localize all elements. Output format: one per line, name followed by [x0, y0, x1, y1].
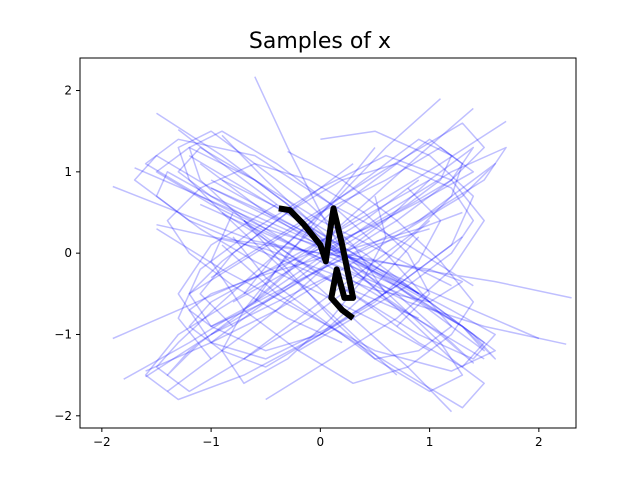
- sample-line-4: [144, 120, 507, 401]
- x-tick-label: −2: [93, 435, 111, 449]
- sample-line-31: [177, 130, 398, 376]
- y-tick-label: −2: [54, 409, 72, 423]
- sample-line-22: [199, 187, 485, 352]
- sample-line-2: [221, 76, 485, 409]
- sample-line-17: [221, 147, 387, 385]
- sample-line-8: [145, 122, 485, 378]
- x-tick-label: 1: [426, 435, 434, 449]
- sample-line-34: [199, 162, 475, 352]
- sample-line-33: [188, 179, 430, 368]
- sample-line-30: [243, 138, 464, 360]
- sample-line-28: [156, 223, 464, 303]
- sample-line-13: [166, 107, 474, 376]
- sample-line-27: [188, 163, 442, 352]
- x-tick-label: 0: [317, 435, 325, 449]
- sample-line-14: [177, 130, 475, 360]
- sample-line-0: [112, 185, 496, 372]
- sample-line-32: [210, 179, 453, 360]
- sample-line-6: [133, 154, 540, 340]
- sample-line-18: [177, 154, 485, 401]
- sample-line-11: [221, 134, 464, 393]
- sample-line-20: [188, 130, 453, 413]
- sample-line-35: [166, 162, 431, 344]
- sample-line-16: [145, 162, 496, 372]
- plot-frame: [79, 57, 577, 429]
- axis-ticks: −2 −1 0 1 2 −2 −1 0 1 2: [54, 84, 542, 449]
- sample-line-3: [144, 138, 572, 299]
- highlight-line-group: [278, 205, 357, 321]
- y-tick-label: 2: [64, 84, 72, 98]
- sample-line-25: [177, 146, 485, 360]
- chart-title: Samples of x: [249, 29, 391, 54]
- sample-line-19: [112, 146, 475, 340]
- sample-line-21: [210, 150, 475, 385]
- sample-line-10: [166, 146, 475, 393]
- y-tick-label: −1: [54, 327, 72, 341]
- highlight-line: [278, 205, 357, 321]
- x-tick-label: 2: [535, 435, 543, 449]
- sample-lines: [112, 76, 572, 413]
- sample-line-12: [155, 98, 441, 393]
- x-tick-label: −1: [202, 435, 220, 449]
- y-tick-label: 1: [64, 165, 72, 179]
- sample-line-29: [188, 211, 463, 328]
- y-tick-label: 0: [64, 246, 72, 260]
- sample-line-24: [232, 138, 453, 303]
